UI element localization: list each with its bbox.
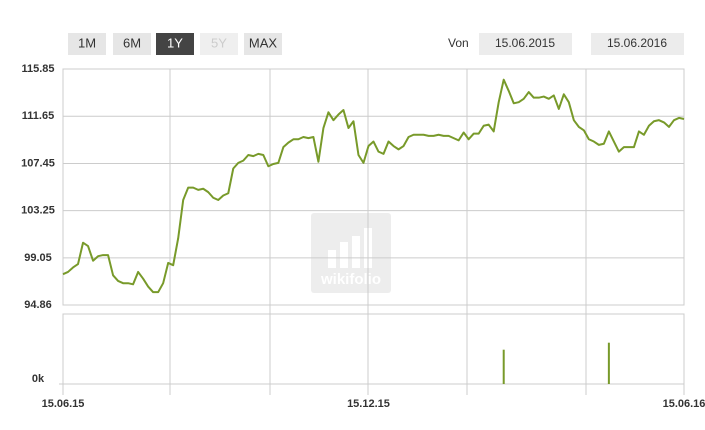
toolbar: 1M 6M 1Y 5Y MAX [68,33,282,55]
range-button[interactable]: 1M [68,33,106,55]
x-tick-label: 15.12.15 [347,398,390,410]
x-tick-label: 15.06.15 [42,398,85,410]
button-bg[interactable] [68,33,106,55]
from-date[interactable]: 15.06.2015 [495,36,555,50]
button-label[interactable]: 5Y [211,35,227,50]
price-line [62,78,685,294]
button-bg[interactable] [156,33,194,55]
y-tick-label: 94.86 [24,299,52,311]
x-tick-label: 15.06.16 [663,398,705,410]
from-label: Von [448,36,469,50]
y-tick-label: 103.25 [21,205,55,217]
button-label[interactable]: 6M [123,35,141,50]
watermark: wikifolio [311,213,391,293]
from-date-input[interactable] [479,33,572,55]
to-date-input[interactable] [591,33,684,55]
y-tick-label: 111.65 [22,110,54,122]
to-date[interactable]: 15.06.2016 [607,36,667,50]
watermark-text: wikifolio [320,271,381,288]
volume-bar [607,342,610,384]
y-tick-label: 107.45 [21,157,55,169]
y-tick-label: 99.05 [24,252,52,264]
button-label[interactable]: MAX [249,35,278,50]
range-button[interactable]: 5Y [200,33,238,55]
button-label[interactable]: 1Y [167,35,183,50]
plot: 115.85 111.65 107.45 103.25 99.05 94.86 15.06.… [21,63,705,410]
button-label[interactable]: 1M [78,35,96,50]
y-tick-label: 115.85 [21,63,54,75]
range-button[interactable]: 1Y [156,33,194,55]
y-tick-label: 0k [32,373,45,385]
range-button[interactable]: MAX [244,33,282,55]
button-bg[interactable] [244,33,282,55]
volume-bar [502,349,505,384]
button-bg[interactable] [113,33,151,55]
button-bg[interactable] [200,33,238,55]
range-button[interactable]: 6M [113,33,151,55]
